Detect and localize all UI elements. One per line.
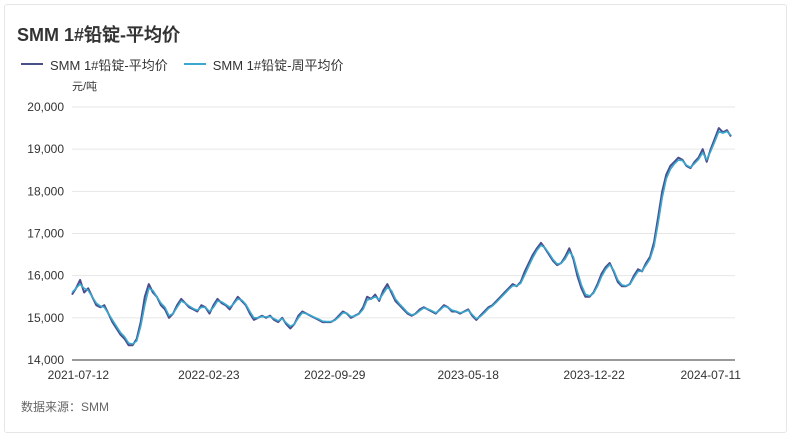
legend-swatch-avg	[21, 63, 43, 65]
series-lines	[71, 127, 732, 347]
x-tick-label: 2022-02-23	[178, 368, 240, 382]
series-line-avg	[71, 127, 732, 347]
y-tick-label: 15,000	[27, 311, 64, 325]
y-tick-label: 17,000	[27, 227, 64, 241]
legend-label-avg: SMM 1#铅锭-平均价	[50, 57, 168, 73]
y-tick-label: 19,000	[27, 142, 64, 156]
series-line-weekly-avg	[71, 130, 732, 345]
legend-swatch-weekly-avg	[183, 63, 206, 65]
x-tick-label: 2022-09-29	[304, 368, 366, 382]
legend-item-avg[interactable]: SMM 1#铅锭-平均价	[21, 55, 168, 74]
grid-lines	[72, 106, 735, 319]
x-tick-label: 2021-07-12	[48, 368, 110, 382]
x-axis-ticks: 2021-07-12 2022-02-23 2022-09-29 2023-05-18…	[48, 368, 742, 382]
y-tick-label: 14,000	[27, 353, 64, 367]
x-tick-label: 2023-12-22	[563, 368, 625, 382]
x-tick-label: 2023-05-18	[437, 368, 499, 382]
chart-card	[4, 4, 787, 433]
y-tick-label: 18,000	[27, 184, 64, 198]
y-axis-unit: 元/吨	[72, 80, 97, 93]
data-source: 数据来源：SMM	[21, 400, 109, 414]
chart-title: SMM 1#铅锭-平均价	[17, 25, 181, 45]
x-tick-label: 2024-07-11	[680, 368, 741, 382]
legend: SMM 1#铅锭-平均价 SMM 1#铅锭-周平均价	[21, 55, 343, 73]
legend-label-weekly-avg: SMM 1#铅锭-周平均价	[212, 57, 344, 73]
legend-item-weekly-avg[interactable]: SMM 1#铅锭-周平均价	[183, 55, 344, 74]
y-tick-label: 16,000	[27, 269, 64, 283]
y-tick-label: 20,000	[27, 100, 64, 114]
y-axis-ticks: 14,000 15,000 16,000 17,000 18,000 19,000 20,0…	[27, 100, 64, 367]
